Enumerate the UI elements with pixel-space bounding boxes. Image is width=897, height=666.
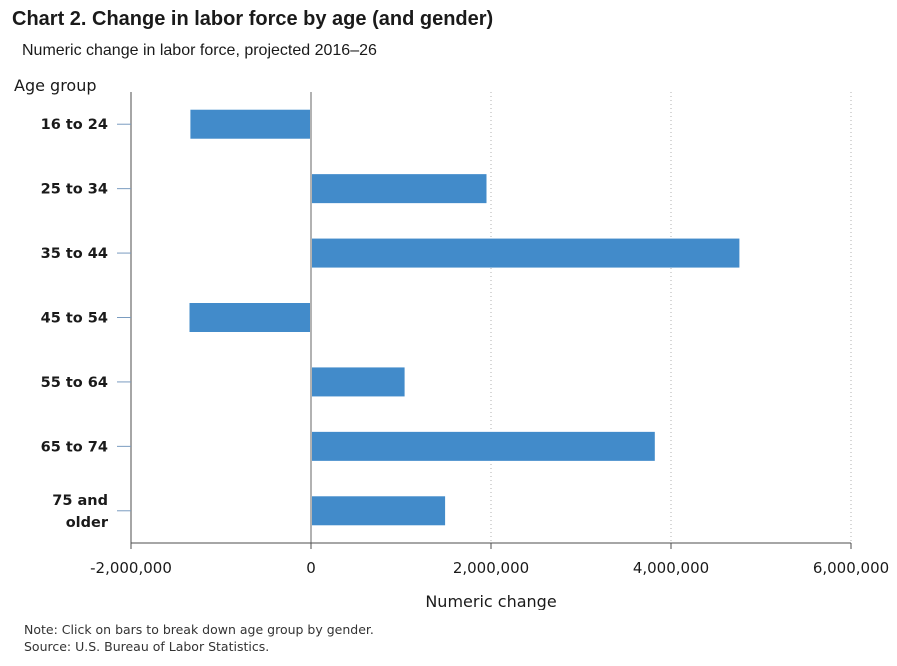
chart-title: Chart 2. Change in labor force by age (a…: [12, 8, 494, 30]
bar-chart: -2,000,000 0 2,000,000 4,000,000 6,000,000 16…: [14, 76, 889, 610]
y-tick-label: 65 to 74: [41, 439, 108, 455]
source-text: Source: U.S. Bureau of Labor Statistics.: [24, 639, 270, 654]
x-tick-label: 2,000,000: [453, 559, 529, 577]
x-tick-label: 6,000,000: [813, 559, 889, 577]
bars[interactable]: [189, 109, 740, 526]
x-axis-title: Numeric change: [425, 592, 556, 610]
y-tick-label: 75 and older: [52, 493, 109, 531]
x-tick-label: 4,000,000: [633, 559, 709, 577]
chart-notes: Note: Click on bars to break down age gr…: [24, 621, 374, 655]
bar[interactable]: [312, 496, 446, 526]
x-tick-label: -2,000,000: [90, 559, 172, 577]
y-tick-label: 25 to 34: [41, 182, 108, 198]
bar[interactable]: [312, 238, 740, 268]
bar[interactable]: [312, 367, 405, 397]
note-text: Note: Click on bars to break down age gr…: [24, 622, 374, 637]
bar[interactable]: [312, 174, 487, 204]
bar[interactable]: [189, 303, 311, 332]
bar[interactable]: [312, 431, 655, 461]
y-tick-label: 55 to 64: [41, 375, 108, 391]
gridlines: [310, 92, 852, 543]
y-tick-label: 45 to 54: [41, 311, 108, 327]
y-axis-title: Age group: [14, 76, 97, 95]
x-tick-label: 0: [306, 559, 316, 577]
bar[interactable]: [190, 109, 310, 139]
chart-subtitle: Numeric change in labor force, projected…: [22, 42, 377, 59]
y-tick-label: 35 to 44: [41, 246, 108, 262]
axes: -2,000,000 0 2,000,000 4,000,000 6,000,000 16…: [41, 92, 889, 577]
y-tick-label: 16 to 24: [41, 117, 108, 133]
